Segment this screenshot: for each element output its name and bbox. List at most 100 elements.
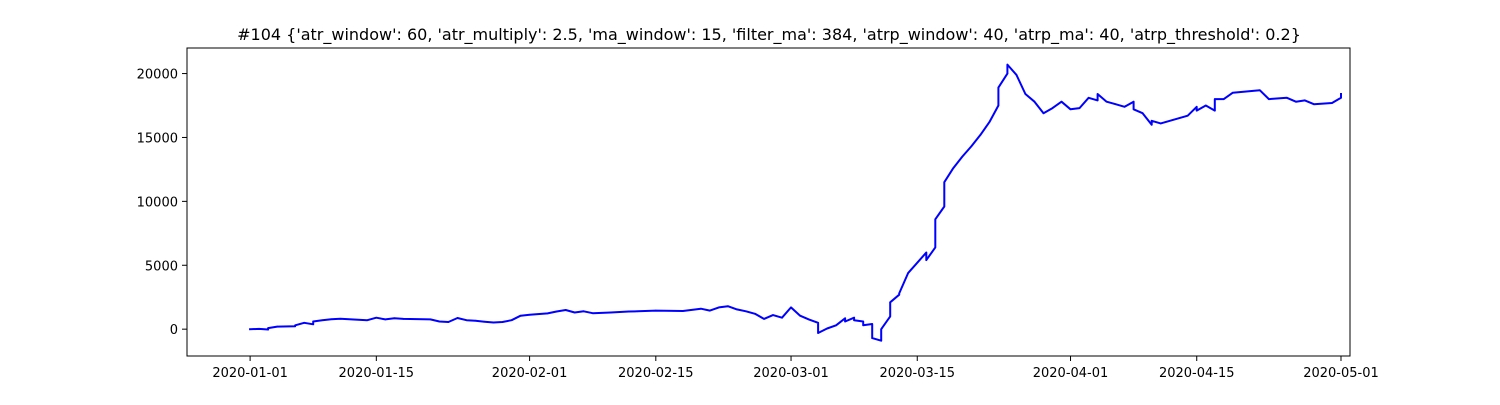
data-point (366, 319, 369, 322)
data-point (1132, 100, 1135, 103)
data-point (1259, 89, 1261, 91)
data-point (528, 314, 531, 316)
data-point (1105, 100, 1108, 103)
data-point (763, 318, 765, 320)
data-point (267, 328, 269, 331)
data-point (564, 309, 567, 311)
data-point (961, 155, 964, 158)
data-point (628, 310, 630, 313)
data-point (745, 310, 747, 313)
data-point (979, 134, 982, 136)
data-point (817, 322, 819, 324)
data-point (483, 320, 486, 323)
data-point (1286, 97, 1288, 99)
data-point (1123, 106, 1126, 108)
data-point (817, 332, 819, 334)
data-point (925, 259, 928, 261)
data-point (970, 145, 973, 148)
data-point (438, 320, 441, 323)
data-point (871, 337, 873, 339)
data-point (1214, 109, 1216, 112)
data-point (492, 321, 495, 324)
data-point (871, 327, 873, 329)
data-point (1006, 72, 1009, 75)
data-point (582, 310, 585, 313)
data-point (312, 323, 315, 326)
data-point (799, 314, 801, 317)
data-point (1232, 91, 1234, 94)
data-point (997, 104, 1000, 107)
data-point (1078, 107, 1081, 109)
data-point (609, 311, 612, 314)
data-point (276, 325, 279, 328)
data-point (1159, 122, 1162, 125)
data-point (1060, 100, 1063, 103)
data-point (907, 272, 909, 274)
data-point (1205, 104, 1207, 107)
data-point (591, 312, 594, 315)
data-point (249, 328, 251, 331)
data-point (889, 315, 891, 318)
data-point (402, 318, 405, 320)
data-point (934, 218, 937, 221)
data-point (934, 246, 937, 249)
data-point (339, 318, 342, 320)
x-tick-label: 2020-05-01 (1303, 366, 1379, 381)
x-tick-label: 2020-02-01 (492, 366, 568, 381)
data-point (835, 324, 837, 327)
data-point (519, 314, 522, 317)
series-line-1 (249, 63, 1342, 342)
data-point (772, 314, 774, 316)
data-point (1033, 100, 1036, 103)
data-point (1006, 63, 1009, 66)
data-point (1195, 109, 1198, 112)
data-point (853, 319, 855, 322)
data-point (1186, 114, 1189, 117)
x-tick-label: 2020-04-15 (1159, 366, 1235, 381)
data-point (330, 318, 333, 321)
data-point (871, 323, 873, 325)
x-tick-label: 2020-02-15 (618, 366, 694, 381)
data-point (943, 205, 946, 208)
data-point (952, 167, 955, 169)
data-point (682, 310, 684, 312)
data-point (808, 318, 810, 321)
data-point (1340, 97, 1342, 99)
data-point (1214, 98, 1216, 100)
data-point (546, 312, 549, 315)
data-point (1150, 120, 1153, 122)
data-point (925, 251, 928, 254)
y-tick-label: 10000 (137, 195, 178, 210)
data-point (1132, 108, 1135, 111)
data-point (655, 309, 657, 312)
y-tick-label: 15000 (137, 131, 178, 146)
data-point (1114, 103, 1117, 105)
data-point (700, 307, 702, 310)
plot-data-layer (249, 63, 1342, 342)
data-point (429, 318, 432, 321)
data-point (889, 301, 891, 304)
data-point (790, 306, 792, 309)
data-point (943, 181, 946, 183)
data-point (1223, 98, 1225, 100)
data-point (1015, 74, 1018, 76)
chart-title: #104 {'atr_window': 60, 'atr_multiply': … (237, 25, 1301, 45)
data-point (312, 320, 315, 323)
data-point (465, 319, 468, 322)
x-tick-label: 2020-04-01 (1033, 366, 1109, 381)
data-point (988, 121, 991, 123)
data-point (1096, 93, 1099, 95)
data-point (258, 328, 260, 330)
data-point (501, 321, 504, 323)
data-point (898, 293, 900, 296)
data-point (826, 327, 828, 330)
data-point (853, 316, 855, 319)
data-point (754, 313, 756, 315)
data-point (303, 322, 306, 324)
data-point (736, 308, 738, 311)
data-point (573, 311, 576, 314)
data-point (1051, 107, 1054, 109)
data-point (880, 339, 882, 342)
data-point (375, 316, 378, 319)
y-tick-label: 20000 (137, 68, 178, 83)
